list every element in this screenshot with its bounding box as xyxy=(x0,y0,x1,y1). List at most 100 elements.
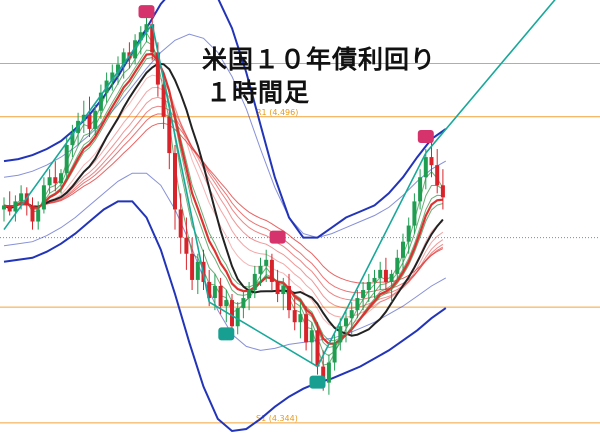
candle xyxy=(361,281,366,311)
candle-body xyxy=(423,157,428,178)
candle-body xyxy=(30,205,35,222)
candle xyxy=(275,269,280,303)
candle xyxy=(269,253,274,291)
candle-body xyxy=(70,132,75,146)
candle-body xyxy=(372,277,377,282)
short-ma-line-9 xyxy=(3,56,444,342)
candle xyxy=(383,257,388,291)
candle-body xyxy=(178,209,183,238)
candle xyxy=(59,169,63,194)
candle xyxy=(304,306,309,351)
ema-line-30 xyxy=(3,113,444,294)
candle-body xyxy=(230,300,234,327)
candle-body xyxy=(98,92,103,111)
candle-body xyxy=(64,145,69,174)
candle-body xyxy=(144,24,149,33)
sell-signal-marker xyxy=(269,230,286,244)
candle-body xyxy=(298,314,303,323)
candle-body xyxy=(155,52,160,85)
candle-body xyxy=(309,330,314,343)
candle xyxy=(24,187,29,216)
candle-body xyxy=(93,110,98,129)
candle-body xyxy=(395,257,400,274)
candle xyxy=(355,290,360,319)
candle xyxy=(372,269,377,299)
bollinger-lower-inner xyxy=(3,172,447,351)
candle xyxy=(344,310,348,343)
signal-markers xyxy=(138,5,434,389)
candle xyxy=(401,233,405,270)
candle xyxy=(440,169,445,210)
candle-body xyxy=(133,40,138,59)
candle xyxy=(2,197,6,222)
candle-body xyxy=(53,177,58,184)
candle xyxy=(423,149,428,190)
moving-averages xyxy=(3,31,444,366)
candle xyxy=(133,34,138,65)
candle xyxy=(264,249,269,282)
candle xyxy=(70,124,75,158)
candle-body xyxy=(435,165,440,186)
candle-body xyxy=(304,314,309,343)
candle-body xyxy=(7,205,12,212)
candle-body xyxy=(235,308,240,327)
candle xyxy=(395,249,400,282)
ema-line-14 xyxy=(3,74,444,328)
candle xyxy=(47,169,52,194)
candle xyxy=(326,354,331,395)
short-ma-line-7 xyxy=(3,49,443,349)
trend-line-3 xyxy=(316,152,427,367)
candle xyxy=(13,195,18,222)
buy-signal-marker xyxy=(309,375,326,389)
pivot-label-s1: S1 (4.344) xyxy=(256,414,298,423)
bollinger-lower-outer xyxy=(3,200,447,433)
buy-signal-marker xyxy=(218,327,235,341)
candle-body xyxy=(161,84,166,117)
candle-body xyxy=(116,64,120,73)
candle-body xyxy=(418,177,423,202)
candle xyxy=(53,161,58,192)
candle-body xyxy=(19,193,24,202)
candle xyxy=(332,334,337,371)
candle xyxy=(298,302,303,339)
candle-body xyxy=(292,310,297,323)
candle-body xyxy=(383,269,388,282)
candle xyxy=(258,257,263,286)
candle xyxy=(41,177,46,214)
trend-line-4 xyxy=(425,0,556,154)
candle-body xyxy=(269,259,274,282)
candle xyxy=(144,16,149,43)
candle-body xyxy=(287,285,291,311)
candle-body xyxy=(252,273,257,291)
candle-body xyxy=(36,209,41,222)
candle-body xyxy=(241,298,246,309)
bollinger-upper-outer xyxy=(3,0,447,239)
candle xyxy=(366,273,371,303)
trend-line-0 xyxy=(3,23,153,231)
candle-body xyxy=(110,72,115,81)
candle-body xyxy=(366,281,371,291)
candle xyxy=(212,273,217,311)
candle xyxy=(110,64,115,91)
candlesticks xyxy=(2,16,445,395)
candle-body xyxy=(207,281,212,299)
candle-body xyxy=(264,259,269,266)
candle-body xyxy=(332,342,337,363)
candle-body xyxy=(2,205,6,210)
short-ma-line-5 xyxy=(3,40,444,357)
candle-body xyxy=(315,330,320,367)
candle-body xyxy=(59,173,63,184)
ema-line-22 xyxy=(3,96,444,309)
candle-body xyxy=(224,300,229,307)
candle-body xyxy=(13,201,18,212)
candle-body xyxy=(429,157,434,166)
candle xyxy=(173,145,177,230)
candle-body xyxy=(406,225,411,242)
sell-signal-marker xyxy=(417,129,434,143)
candle-body xyxy=(440,185,445,198)
candle-body xyxy=(401,241,405,258)
candle-body xyxy=(258,265,263,274)
pivot-label-r1: R1 (4.496) xyxy=(256,108,298,117)
candle-body xyxy=(338,326,343,343)
